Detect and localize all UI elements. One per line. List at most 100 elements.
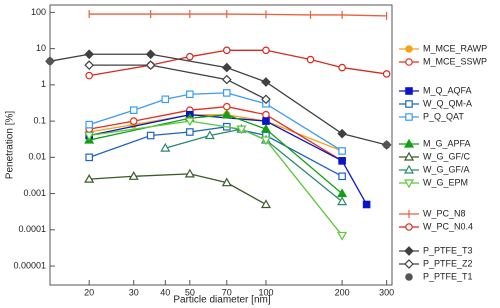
legend-marker [403,151,415,161]
data-point [145,49,156,60]
series-line [88,126,343,177]
data-point [84,131,95,141]
data-point [337,128,347,139]
legend-marker [403,164,415,174]
x-tick-label: 30 [129,287,139,297]
data-point [382,141,391,149]
data-point [260,136,271,146]
data-point [337,231,348,241]
x-tick-label: 70 [222,287,232,297]
y-tick-label: 0.1 [33,115,46,125]
legend-label: M_G_APFA [423,138,471,148]
series-line [89,49,387,77]
data-point [221,177,232,187]
legend-marker [405,58,413,66]
legend-label: M_MCE_SSWP [423,56,487,66]
legend-label: P_PTFE_T1 [423,271,473,281]
legend-label: W_PC_N0.4 [423,221,473,231]
data-point [128,171,139,180]
data-point [221,62,232,73]
data-point [338,147,346,155]
series-line [89,64,267,100]
data-point [146,131,155,140]
legend-marker [405,273,413,281]
y-tick-label: 0.0001 [18,224,46,234]
data-point [261,94,271,105]
data-point [184,117,195,127]
legend-marker [405,45,413,53]
data-point [338,172,346,181]
x-tick-label: 100 [258,287,273,297]
data-point [221,74,232,85]
legend-marker [405,100,413,108]
data-point [222,89,231,97]
data-point [382,70,391,78]
data-point [84,49,95,60]
plot-frame [49,4,393,286]
legend-marker [404,259,414,269]
y-tick-label: 100 [31,7,46,17]
data-point [338,157,346,165]
data-point [262,46,270,55]
series-line [49,53,387,146]
x-tick-label: 300 [379,287,394,297]
y-axis-label: Penetration [%] [5,111,16,180]
data-point [85,120,93,129]
legend-label: W_G_EPM [423,177,468,187]
data-point [338,63,346,72]
data-point [186,128,194,136]
data-point [184,168,195,178]
legend-label: M_MCE_RAWP [423,43,487,53]
legend-label: W_G_GF/A [423,164,470,174]
legend-label: W_G_GF/C [423,151,471,161]
series-line [89,106,343,162]
x-tick-label: 50 [185,287,195,297]
data-point [306,55,315,64]
x-axis-label: Particle diameter [nm] [173,295,270,306]
legend-label: M_Q_AQFA [423,85,472,95]
data-point [262,110,270,119]
data-point [84,173,95,183]
data-point [85,153,93,162]
series-line [89,173,267,206]
data-point [145,60,156,71]
data-point [221,109,232,119]
data-point [186,90,194,99]
series-line [89,13,387,17]
legend-marker [405,223,413,231]
data-point [160,142,171,152]
y-tick-label: 1 [41,79,46,89]
x-tick-label: 20 [84,287,94,297]
legend-marker [404,246,414,256]
x-tick-label: 40 [160,287,170,297]
data-point [260,123,271,133]
data-point [204,130,215,140]
legend-marker [405,87,413,95]
legend-label: W_PC_N8 [423,208,466,218]
y-tick-label: 0.001 [23,188,46,198]
y-tick-label: 10 [36,43,46,53]
data-point [222,46,231,55]
data-point [222,102,231,111]
y-tick-label: 0.01 [28,152,46,162]
legend-marker [403,179,415,189]
data-point [186,52,194,61]
legend-label: P_PTFE_Z2 [423,258,473,268]
data-point [84,60,95,71]
data-point [236,125,247,135]
data-point [262,117,270,125]
data-point [362,200,371,209]
data-point [129,117,138,125]
data-point [85,71,93,80]
data-point [161,95,170,104]
data-point [260,199,271,209]
y-tick-label: 0.00001 [13,260,46,270]
legend-marker [405,113,413,121]
series-line [89,114,343,195]
legend-label: P_PTFE_T3 [423,245,473,255]
legend-marker [403,138,415,148]
x-tick-label: 200 [335,287,350,297]
series-line [89,114,343,152]
data-point [129,106,138,114]
